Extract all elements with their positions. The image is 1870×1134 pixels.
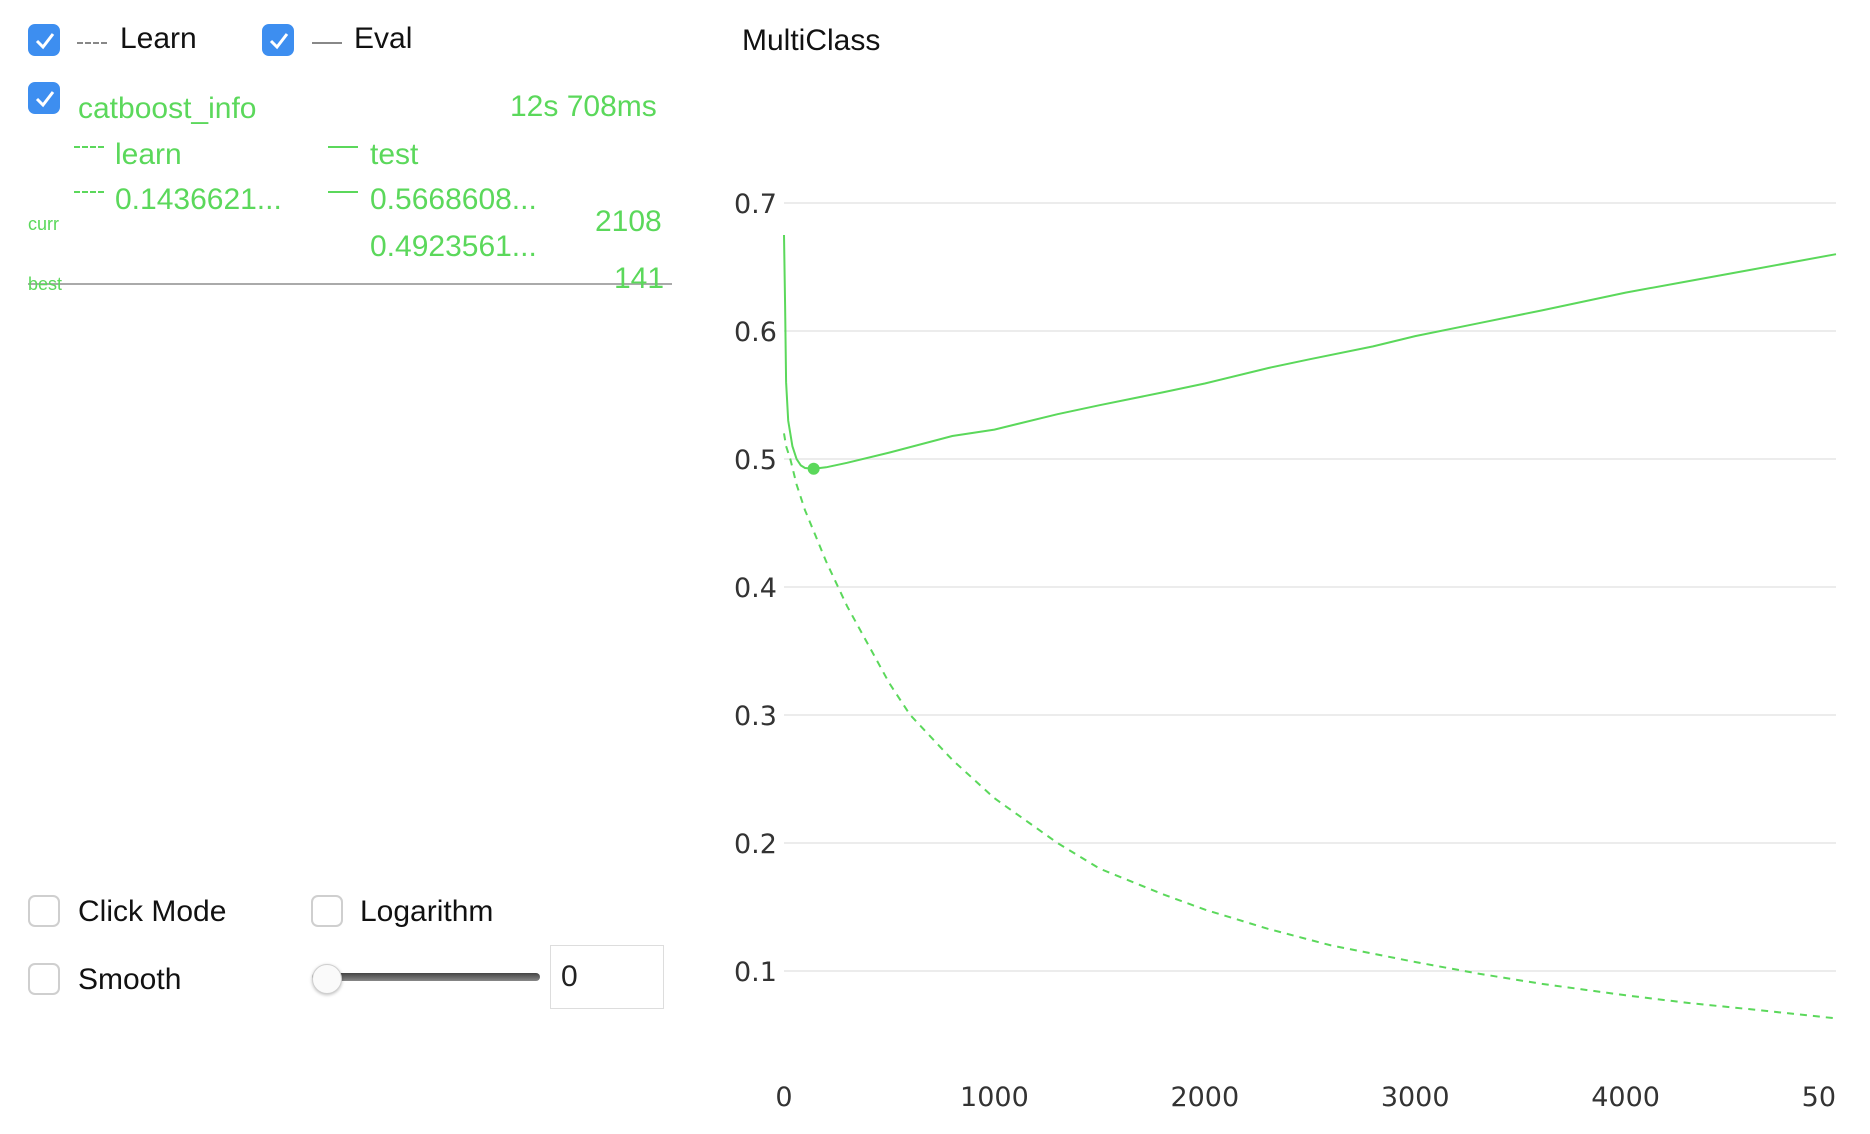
best-point-marker (807, 462, 820, 475)
learn-checkbox[interactable] (28, 24, 60, 56)
curr-test-value: 0.5668608... (370, 183, 537, 216)
curr-learn-dashed-icon (74, 191, 104, 193)
test-column-header: test (370, 138, 419, 171)
best-iteration: 141 (614, 262, 665, 295)
curr-test-solid-icon (328, 191, 358, 193)
multiclass-chart[interactable]: MultiClass 0.1 0.2 0.3 0.4 0.5 0.6 0.7 0 1000 20… (700, 0, 1870, 1134)
eval-solid-line-icon (312, 42, 342, 44)
smooth-slider-track[interactable] (312, 973, 540, 981)
learn-column-header: learn (115, 138, 182, 171)
x-tick-label: 3000 (1381, 1082, 1450, 1113)
y-tick-label: 0.3 (734, 701, 777, 732)
y-tick-label: 0.5 (734, 445, 777, 476)
series-line-test (783, 234, 1837, 470)
eval-legend-label: Eval (354, 22, 413, 55)
x-tick-label: 1000 (960, 1082, 1029, 1113)
click-mode-label: Click Mode (78, 895, 227, 928)
checkmark-icon (35, 33, 55, 50)
eval-checkbox[interactable] (262, 24, 294, 56)
y-tick-label: 0.4 (734, 573, 777, 604)
learn-dashed-line-icon (77, 42, 107, 44)
series-line-learn (783, 433, 1837, 1020)
logarithm-checkbox[interactable] (311, 895, 343, 927)
y-tick-label: 0.6 (734, 317, 777, 348)
checkmark-icon (35, 91, 55, 108)
smooth-value-input[interactable] (550, 945, 664, 1009)
x-tick-label: 50 (1802, 1082, 1836, 1113)
smooth-label: Smooth (78, 963, 182, 996)
y-tick-label: 0.2 (734, 829, 777, 860)
smooth-slider-handle[interactable] (312, 964, 342, 994)
best-row-divider (28, 283, 672, 285)
x-tick-label: 2000 (1170, 1082, 1239, 1113)
learn-legend-label: Learn (120, 22, 197, 55)
test-column-solid-icon (328, 146, 358, 148)
curr-row-label: curr (28, 214, 59, 234)
best-row-label: best (28, 274, 63, 294)
y-tick-label: 0.7 (734, 189, 777, 220)
chart-title: MultiClass (742, 24, 880, 57)
run-name: catboost_info (78, 92, 257, 125)
curr-iteration: 2108 (595, 205, 662, 238)
run-checkbox[interactable] (28, 82, 60, 114)
learn-column-dashed-icon (74, 146, 104, 148)
y-tick-label: 0.1 (734, 957, 777, 988)
smooth-checkbox[interactable] (28, 963, 60, 995)
click-mode-checkbox[interactable] (28, 895, 60, 927)
logarithm-label: Logarithm (360, 895, 494, 928)
run-duration: 12s 708ms (510, 90, 657, 123)
checkmark-icon (269, 33, 289, 50)
curr-learn-value: 0.1436621... (115, 183, 282, 216)
best-test-value: 0.4923561... (370, 230, 537, 263)
x-tick-label: 0 (775, 1082, 792, 1113)
x-tick-label: 4000 (1591, 1082, 1660, 1113)
